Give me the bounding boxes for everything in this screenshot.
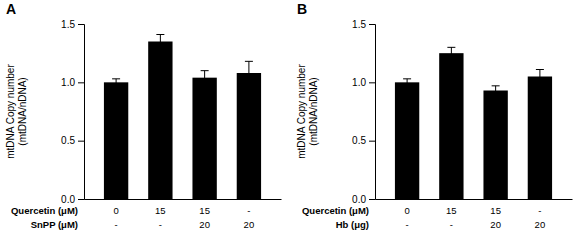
row-label: - bbox=[159, 219, 162, 230]
error-cap bbox=[245, 84, 253, 85]
row-header: Quercetin (μM) bbox=[11, 205, 78, 216]
error-cap bbox=[536, 83, 544, 84]
y-tick: 0.0 bbox=[352, 194, 375, 205]
error-cap bbox=[536, 69, 544, 70]
row-label: - bbox=[247, 205, 250, 216]
error-line bbox=[451, 47, 452, 59]
row-header: Hb (μg) bbox=[336, 219, 369, 230]
error-bar bbox=[156, 35, 164, 49]
y-tick-mark bbox=[78, 82, 84, 83]
bar bbox=[104, 82, 128, 199]
row-label: 20 bbox=[535, 219, 546, 230]
y-tick: 0.0 bbox=[61, 194, 84, 205]
row-header: SnPP (μM) bbox=[31, 219, 78, 230]
error-bar bbox=[201, 71, 209, 85]
y-tick: 1.0 bbox=[352, 77, 375, 88]
error-bar bbox=[403, 79, 411, 86]
error-cap bbox=[492, 95, 500, 96]
bar bbox=[192, 78, 216, 199]
error-cap bbox=[201, 70, 209, 71]
error-line bbox=[160, 35, 161, 49]
bar bbox=[148, 42, 172, 200]
row-label: 15 bbox=[446, 205, 457, 216]
error-cap bbox=[156, 34, 164, 35]
error-cap bbox=[403, 85, 411, 86]
y-tick-label: 0.0 bbox=[61, 194, 75, 205]
error-bar bbox=[112, 79, 120, 86]
row-label: 15 bbox=[155, 205, 166, 216]
row-label: - bbox=[450, 219, 453, 230]
error-cap bbox=[156, 48, 164, 49]
error-cap bbox=[447, 59, 455, 60]
panel-label: B bbox=[297, 1, 307, 17]
y-tick-label: 1.5 bbox=[61, 19, 75, 30]
row-label: - bbox=[406, 219, 409, 230]
row-label: 20 bbox=[490, 219, 501, 230]
error-cap bbox=[112, 78, 120, 79]
error-cap bbox=[245, 61, 253, 62]
error-bar bbox=[245, 61, 253, 84]
chart: 0.0 0.5 1.0 1.5 AmtDNA Copy number(mtDNA/nDN… bbox=[0, 0, 582, 241]
error-line bbox=[248, 61, 249, 84]
error-line bbox=[204, 71, 205, 85]
error-cap bbox=[403, 78, 411, 79]
y-tick: 0.5 bbox=[352, 135, 375, 146]
y-tick: 1.5 bbox=[61, 19, 84, 30]
y-tick-mark bbox=[369, 82, 375, 83]
bar bbox=[237, 73, 261, 199]
panel: 0.0 0.5 1.0 1.5 BmtDNA Copy number(mtDNA/nDN… bbox=[296, 1, 573, 230]
error-cap bbox=[492, 85, 500, 86]
y-tick-label: 0.5 bbox=[352, 135, 366, 146]
y-axis-line bbox=[78, 25, 85, 200]
error-bar bbox=[536, 70, 544, 84]
error-line bbox=[116, 79, 117, 86]
row-label: 15 bbox=[490, 205, 501, 216]
row-label: - bbox=[538, 205, 541, 216]
error-line bbox=[495, 86, 496, 95]
panel: 0.0 0.5 1.0 1.5 AmtDNA Copy number(mtDNA/nDN… bbox=[5, 1, 282, 230]
error-bar bbox=[492, 86, 500, 95]
y-axis-line bbox=[369, 25, 376, 200]
y-tick-mark bbox=[369, 141, 375, 142]
y-tick-label: 0.5 bbox=[61, 135, 75, 146]
y-tick-label: 0.0 bbox=[352, 194, 366, 205]
x-axis-line bbox=[85, 199, 282, 200]
y-axis-title: mtDNA Copy number(mtDNA/nDNA) bbox=[5, 64, 28, 159]
y-axis: 0.0 0.5 1.0 1.5 bbox=[352, 19, 375, 205]
y-tick-label: 1.0 bbox=[352, 77, 366, 88]
row-label: 0 bbox=[113, 205, 118, 216]
y-tick-mark bbox=[369, 199, 375, 200]
error-line bbox=[407, 79, 408, 86]
bar bbox=[439, 53, 463, 199]
y-tick-mark bbox=[78, 24, 84, 25]
row-label: 0 bbox=[404, 205, 409, 216]
bar bbox=[483, 91, 507, 200]
error-cap bbox=[201, 84, 209, 85]
row-header: Quercetin (μM) bbox=[302, 205, 369, 216]
y-tick-label: 1.0 bbox=[61, 77, 75, 88]
row-label: 20 bbox=[244, 219, 255, 230]
y-tick-mark bbox=[369, 24, 375, 25]
y-tick: 0.5 bbox=[61, 135, 84, 146]
row-label: 15 bbox=[199, 205, 210, 216]
y-tick-label: 1.5 bbox=[352, 19, 366, 30]
bar bbox=[395, 82, 419, 199]
y-tick: 1.5 bbox=[352, 19, 375, 30]
error-line bbox=[539, 70, 540, 84]
error-bar bbox=[447, 47, 455, 59]
bar bbox=[528, 77, 552, 200]
row-label: 20 bbox=[199, 219, 210, 230]
marks bbox=[104, 35, 261, 200]
y-axis-title: mtDNA Copy number(mtDNA/nDNA) bbox=[296, 64, 319, 159]
y-axis: 0.0 0.5 1.0 1.5 bbox=[61, 19, 84, 205]
y-tick: 1.0 bbox=[61, 77, 84, 88]
error-cap bbox=[112, 85, 120, 86]
x-axis-line bbox=[376, 199, 573, 200]
panel-label: A bbox=[6, 1, 16, 17]
y-tick-mark bbox=[78, 141, 84, 142]
error-cap bbox=[447, 47, 455, 48]
marks bbox=[395, 47, 552, 199]
y-tick-mark bbox=[78, 199, 84, 200]
row-label: - bbox=[115, 219, 118, 230]
